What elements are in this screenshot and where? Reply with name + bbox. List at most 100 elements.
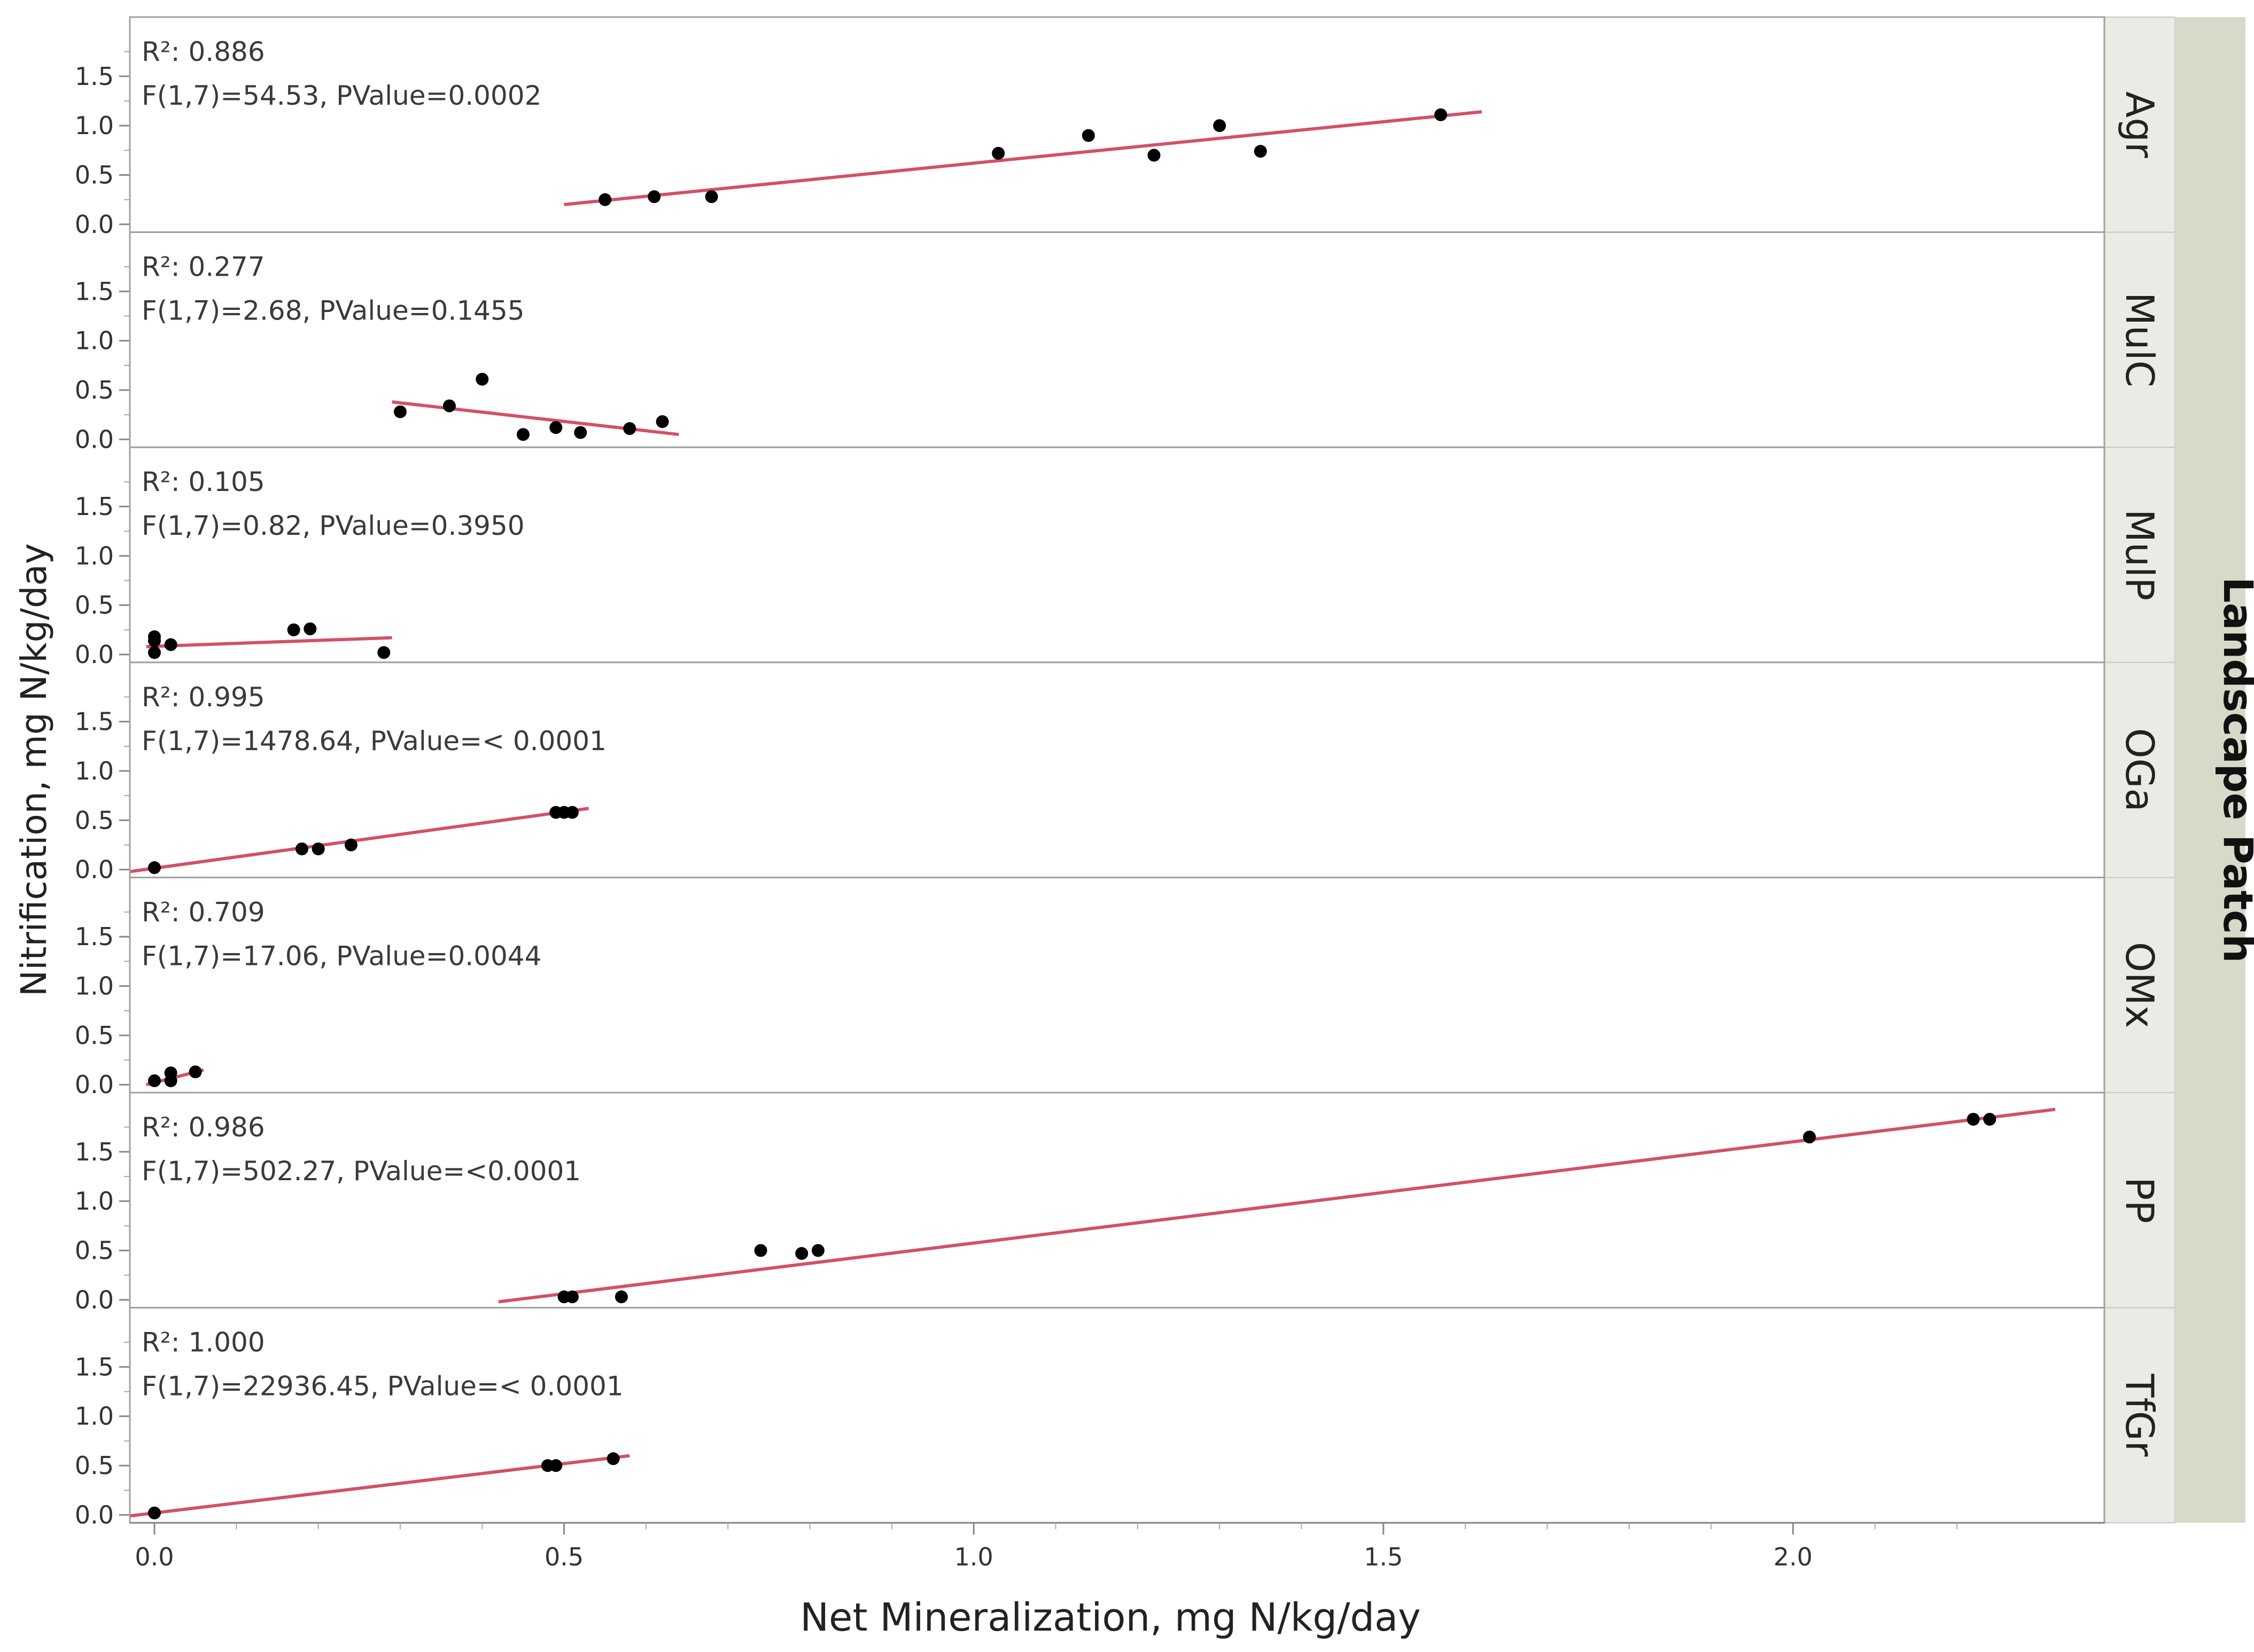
y-tick-label: 0.0 xyxy=(75,425,114,454)
panel-strip-label: OGa xyxy=(2117,728,2162,812)
y-tick-label: 1.0 xyxy=(75,326,114,355)
data-point xyxy=(442,399,456,412)
data-point xyxy=(377,646,391,659)
y-tick-label: 1.0 xyxy=(75,1187,114,1215)
f-statistic-label: F(1,7)=502.27, PValue=<0.0001 xyxy=(142,1156,581,1187)
y-tick-label: 1.0 xyxy=(75,757,114,785)
panel-strip-label: Agr xyxy=(2117,91,2162,158)
panel-agr: Agr 0.0 0.5 1.0 1.5 R²: 0.886 F(1,7)=54.53, PV… xyxy=(75,16,2175,239)
y-tick-label: 0.0 xyxy=(75,1070,114,1099)
panel-background xyxy=(130,232,2104,448)
r-squared-label: R²: 0.986 xyxy=(142,1112,265,1143)
y-tick-label: 0.0 xyxy=(75,640,114,669)
f-statistic-label: F(1,7)=17.06, PValue=0.0044 xyxy=(142,940,541,971)
r-squared-label: R²: 0.709 xyxy=(142,897,265,928)
panel-strip xyxy=(2104,877,2175,1094)
panels-layer: Agr 0.0 0.5 1.0 1.5 R²: 0.886 F(1,7)=54.53, PV… xyxy=(75,16,2175,1529)
data-point xyxy=(147,634,161,648)
r-squared-label: R²: 0.277 xyxy=(142,252,265,283)
y-tick-label: 0.5 xyxy=(75,160,114,189)
panel-strip-label: TfGr xyxy=(2117,1374,2162,1457)
panel-mulc: MulC 0.0 0.5 1.0 1.5 R²: 0.277 F(1,7)=2.68, PV… xyxy=(75,231,2175,454)
data-point xyxy=(1803,1131,1816,1144)
x-tick-label: 0.0 xyxy=(135,1542,174,1571)
r-squared-label: R²: 0.886 xyxy=(142,36,265,67)
x-axis-label: Net Mineralization, mg N/kg/day xyxy=(800,1595,1421,1640)
f-statistic-label: F(1,7)=0.82, PValue=0.3950 xyxy=(142,510,525,541)
data-point xyxy=(516,428,530,441)
panel-tfgr: TfGr 0.0 0.5 1.0 1.5 R²: 1.000 F(1,7)=22936.45… xyxy=(75,1307,2175,1529)
panel-background xyxy=(130,447,2104,663)
data-point xyxy=(304,622,317,636)
data-point xyxy=(1967,1112,1980,1126)
y-tick-label: 0.5 xyxy=(75,1021,114,1050)
f-statistic-label: F(1,7)=2.68, PValue=0.1455 xyxy=(142,295,525,326)
panel-omx: OMx 0.0 0.5 1.0 1.5 R²: 0.709 F(1,7)=17.06, PV… xyxy=(75,876,2175,1099)
y-tick-label: 1.5 xyxy=(75,1352,114,1381)
x-tick-label: 1.0 xyxy=(954,1542,993,1571)
y-axis-label: Nitrification, mg N/kg/day xyxy=(13,543,55,996)
data-point xyxy=(147,646,161,659)
data-point xyxy=(147,1506,161,1519)
y-tick-label: 1.0 xyxy=(75,1402,114,1431)
data-point xyxy=(147,861,161,874)
y-tick-label: 0.0 xyxy=(75,1500,114,1529)
data-point xyxy=(1147,149,1161,162)
panel-strip xyxy=(2104,231,2175,448)
y-tick-label: 0.5 xyxy=(75,376,114,404)
data-point xyxy=(992,146,1005,160)
data-point xyxy=(574,426,587,439)
f-statistic-label: F(1,7)=54.53, PValue=0.0002 xyxy=(142,80,541,111)
panel-pp: PP 0.0 0.5 1.0 1.5 R²: 0.986 F(1,7)=502.27, PV… xyxy=(75,1092,2175,1314)
r-squared-label: R²: 0.105 xyxy=(142,466,265,497)
y-tick-label: 0.0 xyxy=(75,855,114,884)
data-point xyxy=(312,842,325,855)
y-tick-label: 1.5 xyxy=(75,922,114,951)
data-point xyxy=(599,193,612,206)
y-tick-label: 1.5 xyxy=(75,62,114,91)
y-tick-label: 0.5 xyxy=(75,806,114,835)
data-point xyxy=(164,1066,177,1080)
y-tick-label: 1.0 xyxy=(75,541,114,570)
x-tick-label: 1.5 xyxy=(1364,1542,1403,1571)
x-tick-label: 2.0 xyxy=(1774,1542,1813,1571)
data-point xyxy=(1434,108,1448,121)
y-tick-label: 1.5 xyxy=(75,1137,114,1166)
panel-strip xyxy=(2104,17,2175,233)
data-point xyxy=(811,1244,825,1257)
r-squared-label: R²: 0.995 xyxy=(142,682,265,713)
panel-strip-label: MulP xyxy=(2117,509,2162,601)
group-title: Landscape Patch xyxy=(2214,577,2254,963)
y-tick-label: 0.5 xyxy=(75,1451,114,1480)
f-statistic-label: F(1,7)=1478.64, PValue=< 0.0001 xyxy=(142,726,607,757)
fit-line xyxy=(498,1108,2056,1304)
data-point xyxy=(1082,129,1095,142)
y-tick-label: 0.5 xyxy=(75,1236,114,1265)
group-strip xyxy=(2175,17,2245,1523)
panel-strip-label: PP xyxy=(2117,1177,2162,1224)
data-point xyxy=(287,623,300,636)
data-point xyxy=(147,1074,161,1087)
fit-line xyxy=(129,807,589,874)
x-tick-label: 0.5 xyxy=(545,1542,584,1571)
f-statistic-label: F(1,7)=22936.45, PValue=< 0.0001 xyxy=(142,1371,624,1402)
panel-background xyxy=(130,1307,2104,1523)
panel-background xyxy=(130,1093,2104,1308)
y-tick-label: 1.0 xyxy=(75,111,114,140)
data-point xyxy=(565,1290,579,1304)
data-point xyxy=(549,421,563,434)
data-point xyxy=(393,405,407,418)
data-point xyxy=(705,190,718,204)
y-tick-label: 1.5 xyxy=(75,492,114,521)
data-point xyxy=(565,806,579,819)
data-point xyxy=(754,1244,767,1257)
data-point xyxy=(615,1290,628,1304)
r-squared-label: R²: 1.000 xyxy=(142,1327,265,1358)
data-point xyxy=(189,1065,202,1079)
data-point xyxy=(164,638,177,651)
panel-background xyxy=(130,662,2104,878)
panel-background xyxy=(130,17,2104,232)
y-tick-label: 1.5 xyxy=(75,277,114,306)
panel-strip xyxy=(2104,661,2175,878)
